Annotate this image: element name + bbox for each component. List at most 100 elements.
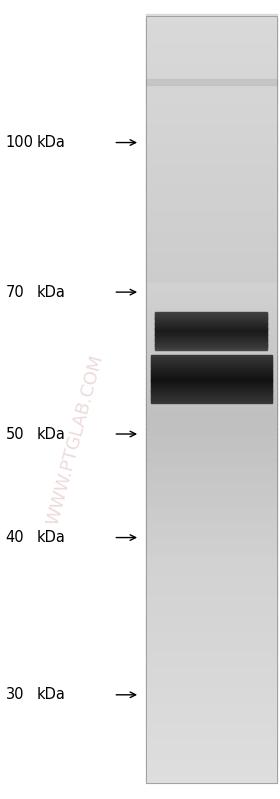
- Bar: [146, 182, 277, 190]
- Bar: [151, 388, 272, 391]
- Bar: [146, 146, 277, 154]
- Bar: [155, 316, 267, 318]
- Bar: [146, 694, 277, 702]
- Bar: [146, 750, 277, 757]
- Bar: [155, 323, 267, 325]
- Bar: [146, 284, 277, 292]
- Bar: [146, 60, 277, 67]
- Bar: [151, 379, 272, 381]
- Bar: [146, 300, 277, 308]
- Bar: [146, 546, 277, 553]
- Bar: [146, 382, 277, 389]
- Bar: [146, 525, 277, 532]
- Bar: [146, 674, 277, 681]
- Bar: [151, 376, 272, 378]
- Bar: [146, 566, 277, 574]
- Bar: [146, 617, 277, 625]
- Bar: [146, 172, 277, 180]
- Bar: [146, 648, 277, 655]
- Bar: [146, 561, 277, 568]
- Bar: [155, 345, 267, 348]
- Bar: [146, 591, 277, 599]
- Bar: [146, 510, 277, 517]
- Bar: [151, 384, 272, 386]
- Bar: [146, 372, 277, 379]
- Bar: [155, 338, 267, 340]
- Bar: [146, 423, 277, 430]
- Bar: [146, 489, 277, 497]
- Bar: [146, 193, 277, 200]
- Bar: [155, 333, 267, 335]
- Bar: [151, 380, 272, 383]
- Bar: [155, 329, 267, 332]
- Bar: [146, 325, 277, 333]
- Bar: [146, 50, 277, 57]
- Bar: [146, 663, 277, 670]
- Bar: [155, 344, 267, 346]
- Bar: [146, 111, 277, 118]
- Bar: [151, 358, 272, 360]
- Bar: [151, 355, 272, 357]
- Bar: [146, 29, 277, 37]
- Bar: [146, 280, 277, 287]
- Bar: [146, 239, 277, 246]
- Bar: [146, 259, 277, 267]
- Bar: [146, 463, 277, 471]
- Text: kDa: kDa: [36, 284, 65, 300]
- Text: kDa: kDa: [36, 687, 65, 702]
- Bar: [146, 484, 277, 491]
- Bar: [146, 126, 277, 133]
- Text: 30: 30: [6, 687, 24, 702]
- Bar: [146, 689, 277, 696]
- Bar: [146, 678, 277, 686]
- Bar: [146, 208, 277, 216]
- Bar: [146, 530, 277, 538]
- Bar: [146, 504, 277, 512]
- Bar: [146, 229, 277, 236]
- Bar: [146, 612, 277, 619]
- Bar: [155, 336, 267, 339]
- Bar: [146, 622, 277, 630]
- Bar: [146, 474, 277, 481]
- Bar: [146, 407, 277, 415]
- Bar: [151, 363, 272, 365]
- Bar: [146, 351, 277, 359]
- Bar: [146, 54, 277, 62]
- Bar: [146, 233, 277, 241]
- Text: kDa: kDa: [36, 135, 65, 150]
- Bar: [155, 341, 267, 344]
- Bar: [146, 520, 277, 527]
- Bar: [155, 320, 267, 321]
- Bar: [151, 377, 272, 380]
- Text: 70: 70: [6, 284, 24, 300]
- Bar: [146, 269, 277, 276]
- Bar: [146, 131, 277, 139]
- Bar: [151, 401, 272, 403]
- Bar: [146, 540, 277, 548]
- Text: 50: 50: [6, 427, 24, 442]
- Bar: [146, 734, 277, 742]
- Bar: [146, 402, 277, 410]
- Bar: [146, 397, 277, 404]
- Bar: [146, 223, 277, 231]
- Bar: [146, 218, 277, 225]
- Bar: [146, 197, 277, 205]
- Bar: [146, 316, 277, 323]
- Bar: [146, 121, 277, 129]
- Bar: [151, 382, 272, 384]
- Bar: [146, 412, 277, 420]
- Bar: [146, 683, 277, 691]
- Bar: [151, 390, 272, 392]
- Text: 100: 100: [6, 135, 34, 150]
- Bar: [151, 356, 272, 359]
- Bar: [155, 327, 267, 328]
- Bar: [146, 34, 277, 42]
- Bar: [146, 597, 277, 604]
- Bar: [151, 371, 272, 373]
- Bar: [155, 336, 267, 337]
- Bar: [146, 85, 277, 93]
- Bar: [155, 318, 267, 320]
- Bar: [155, 322, 267, 324]
- Bar: [146, 346, 277, 353]
- Bar: [146, 116, 277, 123]
